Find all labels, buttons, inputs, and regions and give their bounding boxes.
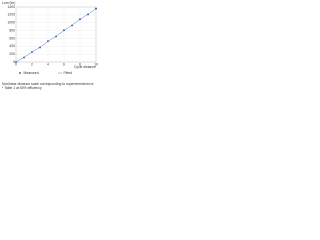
- background: [0, 0, 100, 112]
- y-tick-label: 0: [13, 60, 15, 64]
- note: Nonlinear distance scale corresponding t…: [2, 82, 94, 86]
- legend-label: Measured: [24, 71, 39, 75]
- y-axis-label: Lum (lm): [2, 1, 15, 5]
- page: Lum (lm) Cycle distance Nonlinear distan…: [0, 0, 100, 112]
- x-tick-label: 4: [47, 62, 49, 66]
- x-tick-label: 6: [63, 62, 65, 66]
- x-axis-label: Cycle distance: [74, 65, 96, 69]
- legend-marker: [19, 72, 21, 74]
- chart: Lum (lm) Cycle distance Nonlinear distan…: [0, 0, 100, 112]
- y-tick-label: 800: [9, 28, 15, 32]
- y-tick-label: 1000: [7, 21, 15, 25]
- x-tick-label: 2: [31, 62, 33, 66]
- y-tick-label: 1200: [7, 13, 15, 17]
- y-tick-label: 600: [9, 36, 15, 40]
- x-tick-label: 0: [15, 62, 17, 66]
- series-line: [15, 8, 97, 63]
- y-tick-label: 200: [9, 52, 15, 56]
- y-tick-label: 400: [9, 44, 15, 48]
- x-tick-label: 8: [79, 62, 81, 66]
- y-tick-label: 1400: [7, 5, 15, 9]
- note: * Table 1 at 50% efficiency: [2, 86, 42, 90]
- legend-label: Fitted: [64, 71, 73, 75]
- x-tick-label: 10: [94, 62, 98, 66]
